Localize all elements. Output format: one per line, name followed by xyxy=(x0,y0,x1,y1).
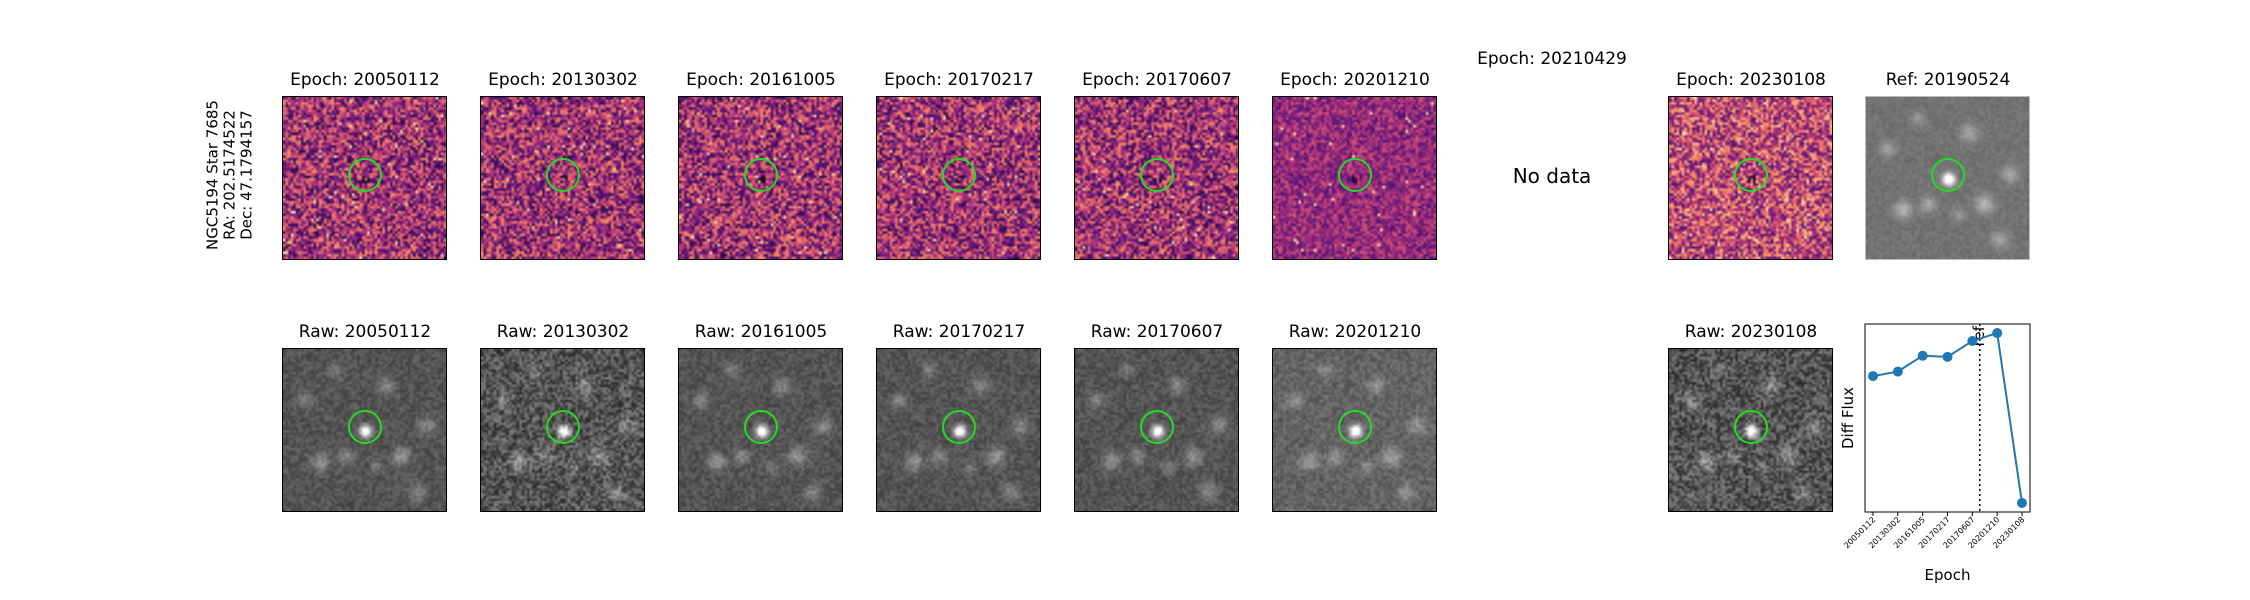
diff-title-4: Epoch: 20170217 xyxy=(884,70,1034,90)
raw-image-2 xyxy=(480,348,645,512)
diff-title-1: Epoch: 20050112 xyxy=(290,70,440,90)
data-point xyxy=(1942,351,1953,362)
diff-image-5 xyxy=(1074,96,1239,260)
ref-canvas xyxy=(1866,97,2029,259)
data-point xyxy=(1967,335,1978,346)
raw-image-3 xyxy=(678,348,843,512)
raw-canvas xyxy=(1669,349,1832,511)
diff-canvas xyxy=(481,97,644,259)
raw-canvas xyxy=(1273,349,1436,511)
diff-image-2 xyxy=(480,96,645,260)
data-point xyxy=(2017,497,2027,508)
diff-image-4 xyxy=(876,96,1041,260)
diff-image-1 xyxy=(282,96,447,260)
raw-image-6 xyxy=(1272,348,1437,512)
y-axis-label: Diff Flux xyxy=(1839,387,1857,449)
no-data-label: No data xyxy=(1512,164,1592,188)
diff-canvas xyxy=(679,97,842,259)
diff-canvas xyxy=(283,97,446,259)
diff-image-6 xyxy=(1272,96,1437,260)
diff-title-7: Epoch: 20210429 xyxy=(1477,49,1627,69)
diff-title-2: Epoch: 20130302 xyxy=(488,70,638,90)
diff-canvas xyxy=(1075,97,1238,259)
diff-canvas xyxy=(1669,97,1832,259)
data-point xyxy=(1992,328,2003,339)
raw-title-2: Raw: 20130302 xyxy=(496,322,630,342)
raw-image-1 xyxy=(282,348,447,512)
diff-title-5: Epoch: 20170607 xyxy=(1082,70,1232,90)
raw-canvas xyxy=(877,349,1040,511)
raw-canvas xyxy=(1075,349,1238,511)
data-point xyxy=(1868,371,1878,382)
raw-title-6: Raw: 20201210 xyxy=(1288,322,1422,342)
raw-canvas xyxy=(481,349,644,511)
raw-title-1: Raw: 20050112 xyxy=(298,322,432,342)
raw-image-7 xyxy=(1668,348,1833,512)
raw-image-4 xyxy=(876,348,1041,512)
x-axis-label: Epoch xyxy=(1925,566,1971,584)
diff-image-8 xyxy=(1668,96,1833,260)
diff-image-3 xyxy=(678,96,843,260)
raw-canvas xyxy=(283,349,446,511)
raw-image-5 xyxy=(1074,348,1239,512)
ref-title: Ref: 20190524 xyxy=(1885,70,2011,90)
diff-title-3: Epoch: 20161005 xyxy=(686,70,836,90)
raw-canvas xyxy=(679,349,842,511)
ref-image xyxy=(1865,96,2030,260)
raw-title-4: Raw: 20170217 xyxy=(892,322,1026,342)
diff-title-6: Epoch: 20201210 xyxy=(1280,70,1430,90)
data-point xyxy=(1917,350,1928,361)
diff-canvas xyxy=(877,97,1040,259)
data-point xyxy=(1892,366,1903,377)
raw-title-7: Raw: 20230108 xyxy=(1684,322,1818,342)
raw-title-5: Raw: 20170607 xyxy=(1090,322,1224,342)
diff-title-8: Epoch: 20230108 xyxy=(1676,70,1826,90)
diff-canvas xyxy=(1273,97,1436,259)
raw-title-3: Raw: 20161005 xyxy=(694,322,828,342)
